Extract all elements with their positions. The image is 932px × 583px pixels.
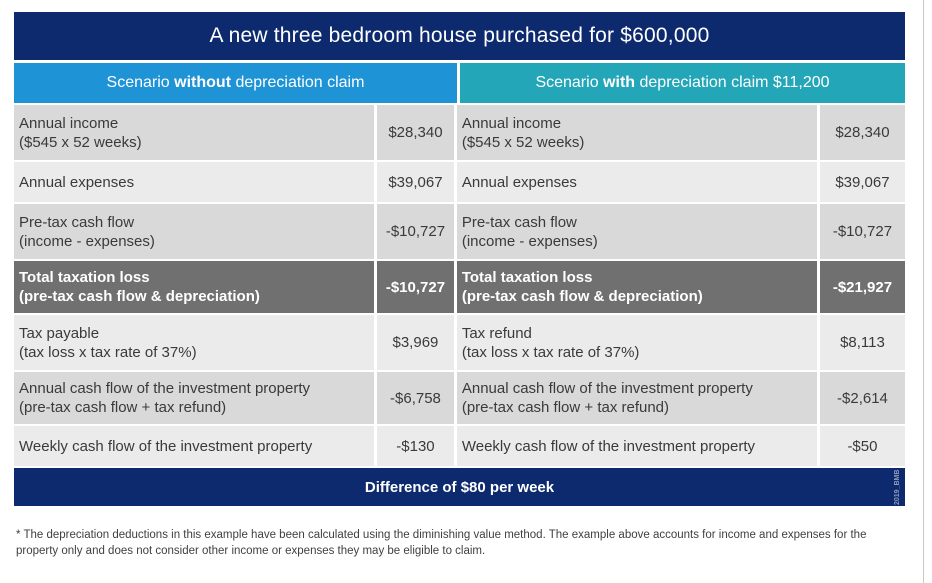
table-row: Pre-tax cash flow (income - expenses) -$10… [14,204,905,259]
right-row-label: Total taxation loss (pre-tax cash flow & … [456,261,817,313]
left-row-value: $28,340 [377,105,454,160]
table-title: A new three bedroom house purchased for … [14,12,905,60]
right-row-value: $8,113 [819,315,905,370]
right-label-line: Total taxation loss [461,269,593,286]
right-row-label: Weekly cash flow of the investment prope… [456,426,817,466]
footnote: * The depreciation deductions in this ex… [16,529,867,557]
left-row-label: Tax payable (tax loss x tax rate of 37%) [14,315,375,370]
right-label-line: Weekly cash flow of the investment prope… [461,437,756,455]
right-row-label: Pre-tax cash flow (income - expenses) [456,204,817,259]
right-row-value: -$21,927 [819,261,905,313]
left-row-label: Pre-tax cash flow (income - expenses) [14,204,375,259]
right-row-value: -$2,614 [819,372,905,424]
left-row-label: Annual income ($545 x 52 weeks) [14,105,375,160]
left-label-line: Annual expenses [19,173,135,191]
scenario-header-row: Scenario without depreciation claim Scen… [14,63,905,103]
scenario-without-prefix: Scenario [106,74,170,91]
left-label-line: ($545 x 52 weeks) [19,133,142,151]
left-row-label: Total taxation loss (pre-tax cash flow & … [14,261,375,313]
left-row-label: Weekly cash flow of the investment prope… [14,426,375,466]
comparison-grid: Annual income ($545 x 52 weeks) $28,340 Ann… [11,103,908,468]
right-row-label: Annual income ($545 x 52 weeks) [456,105,817,160]
right-label-line: Pre-tax cash flow [461,213,577,231]
scenario-without-emphasis: without [174,74,232,91]
scenario-with-emphasis: with [603,74,636,91]
left-row-value: -$6,758 [377,372,454,424]
left-row-value: $39,067 [377,162,454,202]
scenario-with-suffix: depreciation claim $11,200 [639,74,830,91]
right-row-label: Annual expenses [456,162,817,202]
table-row: Tax payable (tax loss x tax rate of 37%) $… [14,315,905,370]
left-row-value: -$10,727 [377,204,454,259]
right-label-line: Tax refund [461,324,532,342]
left-label-line: (pre-tax cash flow & depreciation) [19,288,260,305]
left-label-line: Pre-tax cash flow [19,213,135,231]
left-label-line: (income - expenses) [19,232,155,250]
left-label-line: Annual cash flow of the investment prope… [19,380,310,397]
right-label-line: ($545 x 52 weeks) [461,133,585,151]
scenario-with-prefix: Scenario [535,74,599,91]
table-row: Annual cash flow of the investment prope… [14,372,905,424]
right-label-line: Annual income [461,114,562,132]
left-label-line: Annual income [19,114,119,132]
right-label-line: Annual expenses [461,173,577,191]
table-row: Total taxation loss (pre-tax cash flow & … [14,261,905,313]
difference-banner: Difference of $80 per week 2019_BMB [14,468,905,506]
table-row: Annual expenses $39,067 Annual expenses $39… [14,162,905,202]
right-row-value: -$50 [819,426,905,466]
right-border-line [923,0,924,583]
right-row-value: $39,067 [819,162,905,202]
left-label-line: (tax loss x tax rate of 37%) [19,343,197,361]
table-row: Annual income ($545 x 52 weeks) $28,340 Ann… [14,105,905,160]
table-row: Weekly cash flow of the investment prope… [14,426,905,466]
left-row-value: -$10,727 [377,261,454,313]
left-label-line: (pre-tax cash flow + tax refund) [19,399,227,416]
right-row-value: $28,340 [819,105,905,160]
left-row-value: -$130 [377,426,454,466]
left-label-line: Total taxation loss [19,269,150,286]
left-row-label: Annual expenses [14,162,375,202]
right-row-label: Annual cash flow of the investment prope… [456,372,817,424]
right-label-line: (tax loss x tax rate of 37%) [461,343,640,361]
depreciation-comparison-table: A new three bedroom house purchased for … [14,12,905,506]
difference-text: Difference of $80 per week [364,478,555,496]
right-label-line: (income - expenses) [461,232,598,250]
right-label-line: (pre-tax cash flow + tax refund) [461,399,670,416]
left-label-line: Weekly cash flow of the investment prope… [19,437,313,455]
scenario-without-suffix: depreciation claim [235,74,365,91]
left-row-value: $3,969 [377,315,454,370]
right-label-line: (pre-tax cash flow & depreciation) [461,288,703,305]
left-row-label: Annual cash flow of the investment prope… [14,372,375,424]
scenario-without-header: Scenario without depreciation claim [14,63,457,103]
scenario-with-header: Scenario with depreciation claim $11,200 [460,63,905,103]
watermark-text: 2019_BMB [894,469,901,505]
right-row-label: Tax refund (tax loss x tax rate of 37%) [456,315,817,370]
right-row-value: -$10,727 [819,204,905,259]
left-label-line: Tax payable [19,324,100,342]
right-label-line: Annual cash flow of the investment prope… [461,380,753,397]
